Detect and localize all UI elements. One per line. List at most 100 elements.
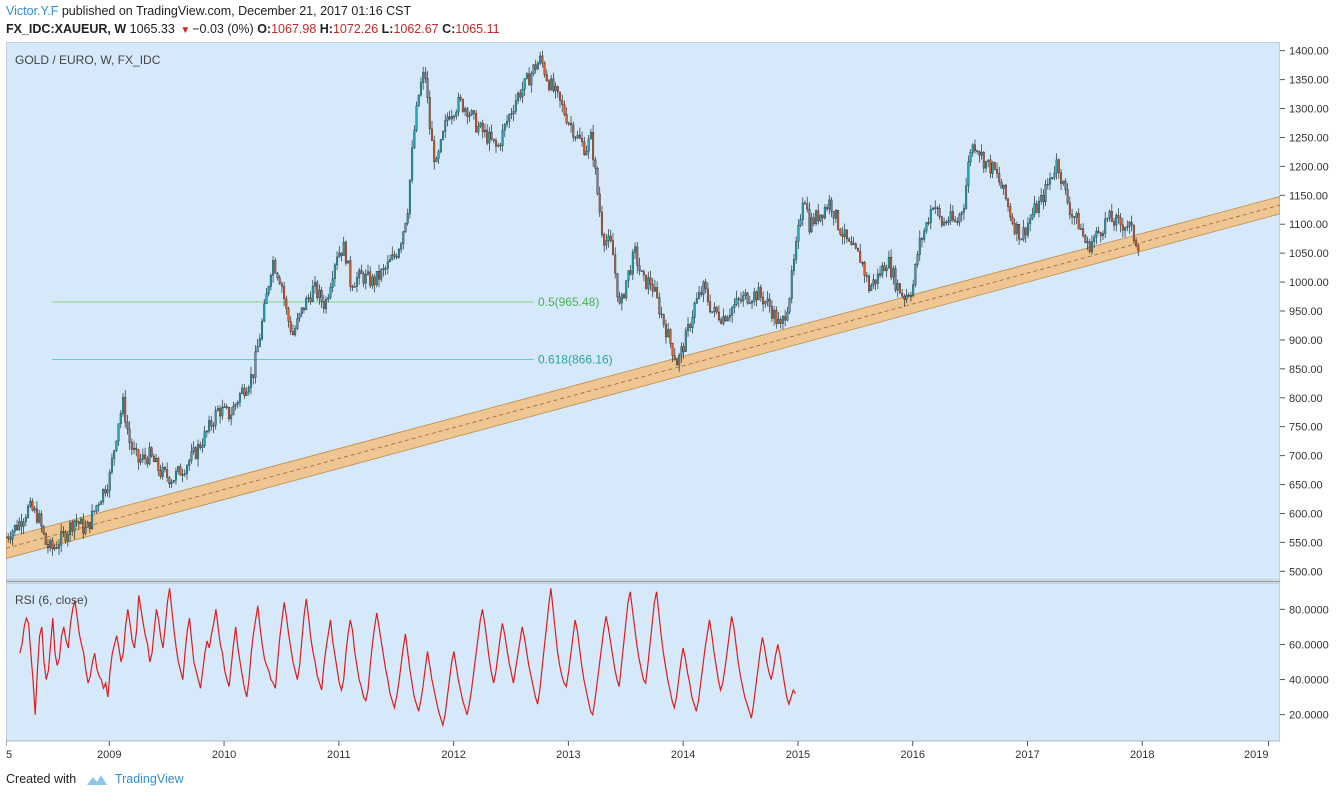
candle-body xyxy=(316,282,319,298)
candle-body xyxy=(634,246,637,253)
candle-body xyxy=(419,82,422,96)
candle-body xyxy=(225,406,228,408)
candle-body xyxy=(322,301,325,309)
candle-body xyxy=(925,222,928,232)
candle-body xyxy=(99,501,102,505)
candle-body xyxy=(433,140,436,162)
price-tick-label: 850.00 xyxy=(1289,364,1323,376)
triangle-down-icon: ▼ xyxy=(180,25,191,36)
candle-body xyxy=(929,209,932,223)
candle-body xyxy=(817,210,820,222)
candle-body xyxy=(636,246,639,266)
time-axis[interactable]: 5 2009 2010 2011 2012 2013 2014 2015 2016 2017 201… xyxy=(6,741,1270,761)
ohlc-legend: FX_IDC:XAUEUR, W 1065.33 ▼ −0.03 (0%) O:1… xyxy=(6,22,500,36)
candle-body xyxy=(150,447,153,457)
candle-body xyxy=(786,311,789,321)
candle-body xyxy=(75,520,78,523)
candle-body xyxy=(837,210,840,230)
candle-body xyxy=(265,293,268,304)
candle-body xyxy=(993,162,996,170)
fib-level-label: 0.618(866.16) xyxy=(538,353,613,367)
candle-body xyxy=(221,407,224,417)
candle-body xyxy=(64,532,67,542)
candle-body xyxy=(386,261,389,269)
candle-body xyxy=(1002,184,1005,189)
candle-body xyxy=(1095,230,1098,238)
candle-body xyxy=(872,279,875,286)
candle-body xyxy=(267,286,270,294)
candle-body xyxy=(532,64,535,74)
candle-body xyxy=(336,256,339,266)
price-axis[interactable]: 1400.00 1350.00 1300.00 1250.00 1200.00 1150.… xyxy=(1280,42,1340,580)
candle-body xyxy=(344,241,347,264)
candle-body xyxy=(453,115,456,118)
candle-body xyxy=(358,270,361,278)
candle-body xyxy=(695,298,698,304)
candle-body xyxy=(956,221,959,223)
candle-body xyxy=(369,271,372,286)
candle-body xyxy=(305,298,308,311)
candle-body xyxy=(1113,221,1116,226)
candle-body xyxy=(671,343,674,356)
candle-body xyxy=(351,286,354,288)
candle-body xyxy=(755,291,758,301)
candle-body xyxy=(1071,214,1074,217)
candle-body xyxy=(183,473,186,475)
candle-body xyxy=(658,297,661,315)
candle-body xyxy=(1126,226,1129,228)
candle-body xyxy=(618,296,621,304)
candle-body xyxy=(254,351,257,378)
candle-body xyxy=(1018,223,1021,240)
candle-body xyxy=(881,265,884,276)
candle-body xyxy=(1124,227,1127,231)
candle-body xyxy=(159,470,162,477)
candle-body xyxy=(662,314,665,325)
candle-body xyxy=(539,55,542,64)
candle-body xyxy=(1119,217,1122,226)
candle-body xyxy=(404,223,407,232)
candle-body xyxy=(616,272,619,298)
candle-body xyxy=(155,457,158,463)
candle-body xyxy=(581,138,584,143)
candle-body xyxy=(311,285,314,302)
candle-body xyxy=(347,260,350,264)
author-link[interactable]: Victor.Y.F xyxy=(6,4,59,18)
candle-body xyxy=(574,137,577,139)
candle-body xyxy=(1024,227,1027,236)
rsi-axis[interactable]: 80.0000 60.0000 40.0000 20.0000 xyxy=(1280,583,1340,741)
candle-body xyxy=(197,444,200,459)
candle-body xyxy=(475,113,478,133)
candle-body xyxy=(1108,211,1111,219)
fib-retracement[interactable]: 0.5(965.48) 0.618(866.16) xyxy=(51,295,613,367)
candle-body xyxy=(477,126,480,133)
candle-body xyxy=(801,202,804,220)
candle-body xyxy=(488,131,491,144)
candle-body xyxy=(815,210,818,224)
candle-body xyxy=(1057,159,1060,173)
candle-body xyxy=(342,241,345,256)
candle-body xyxy=(954,219,957,222)
candle-body xyxy=(371,276,374,286)
time-tick-label: 2012 xyxy=(441,749,465,761)
chart-area[interactable]: 0.5(965.48)0.618(866.16) 1400.001350.001… xyxy=(6,42,1340,770)
candle-body xyxy=(201,445,204,448)
candle-body xyxy=(119,413,122,424)
candle-body xyxy=(7,536,10,539)
candle-body xyxy=(523,78,526,90)
candle-body xyxy=(71,522,74,532)
time-tick-label: 2017 xyxy=(1015,749,1039,761)
tradingview-link[interactable]: TradingView xyxy=(114,772,184,786)
candle-body xyxy=(389,259,392,262)
candle-body xyxy=(682,346,685,352)
candle-body xyxy=(9,538,12,540)
candle-body xyxy=(1007,198,1010,207)
candle-body xyxy=(373,276,376,285)
candle-body xyxy=(649,277,652,285)
candle-body xyxy=(46,544,49,549)
price-tick-label: 1300.00 xyxy=(1289,104,1329,116)
candle-body xyxy=(448,116,451,120)
candle-body xyxy=(163,467,166,470)
candle-body xyxy=(274,260,277,274)
candle-body xyxy=(508,114,511,122)
candle-body xyxy=(27,506,30,518)
